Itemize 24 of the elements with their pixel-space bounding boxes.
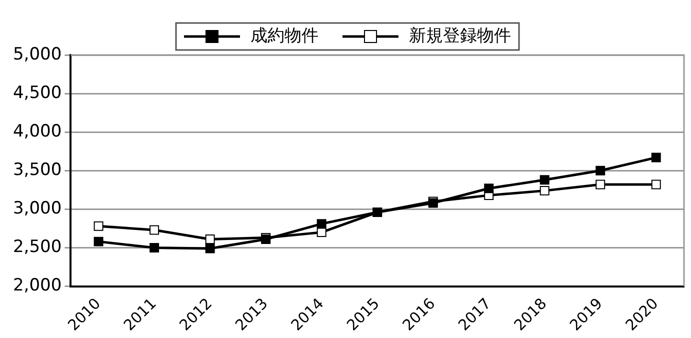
point [651, 152, 661, 162]
point [94, 221, 104, 231]
point [596, 180, 606, 190]
point [316, 219, 326, 229]
y-tick-label: 3,500 [12, 160, 62, 180]
point [205, 234, 215, 244]
point [596, 166, 606, 176]
point [205, 244, 215, 254]
y-tick-label: 5,000 [12, 44, 62, 64]
point [484, 184, 494, 194]
point [150, 225, 160, 235]
y-tick-label: 3,000 [12, 198, 62, 219]
point [150, 242, 160, 252]
y-tick-label: 2,000 [12, 276, 62, 296]
y-tick-label: 4,000 [12, 122, 62, 142]
point [651, 180, 661, 190]
point [316, 228, 326, 238]
y-tick-label: 4,500 [12, 82, 62, 103]
legend-label: 成約物件 [250, 26, 318, 46]
point [540, 175, 550, 185]
point [94, 236, 104, 246]
legend-label: 新規登録物件 [409, 26, 511, 46]
y-tick-label: 2,500 [12, 237, 62, 258]
point [540, 186, 550, 196]
